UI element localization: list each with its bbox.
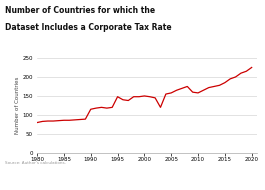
Text: Dataset Includes a Corporate Tax Rate: Dataset Includes a Corporate Tax Rate [5, 23, 172, 32]
Y-axis label: Number of Countries: Number of Countries [15, 77, 20, 134]
Text: TAX FOUNDATION: TAX FOUNDATION [5, 179, 75, 185]
Text: @TaxFoundation: @TaxFoundation [214, 179, 260, 184]
Text: Number of Countries for which the: Number of Countries for which the [5, 6, 156, 15]
Text: Source: Author's calculations.: Source: Author's calculations. [5, 161, 66, 165]
